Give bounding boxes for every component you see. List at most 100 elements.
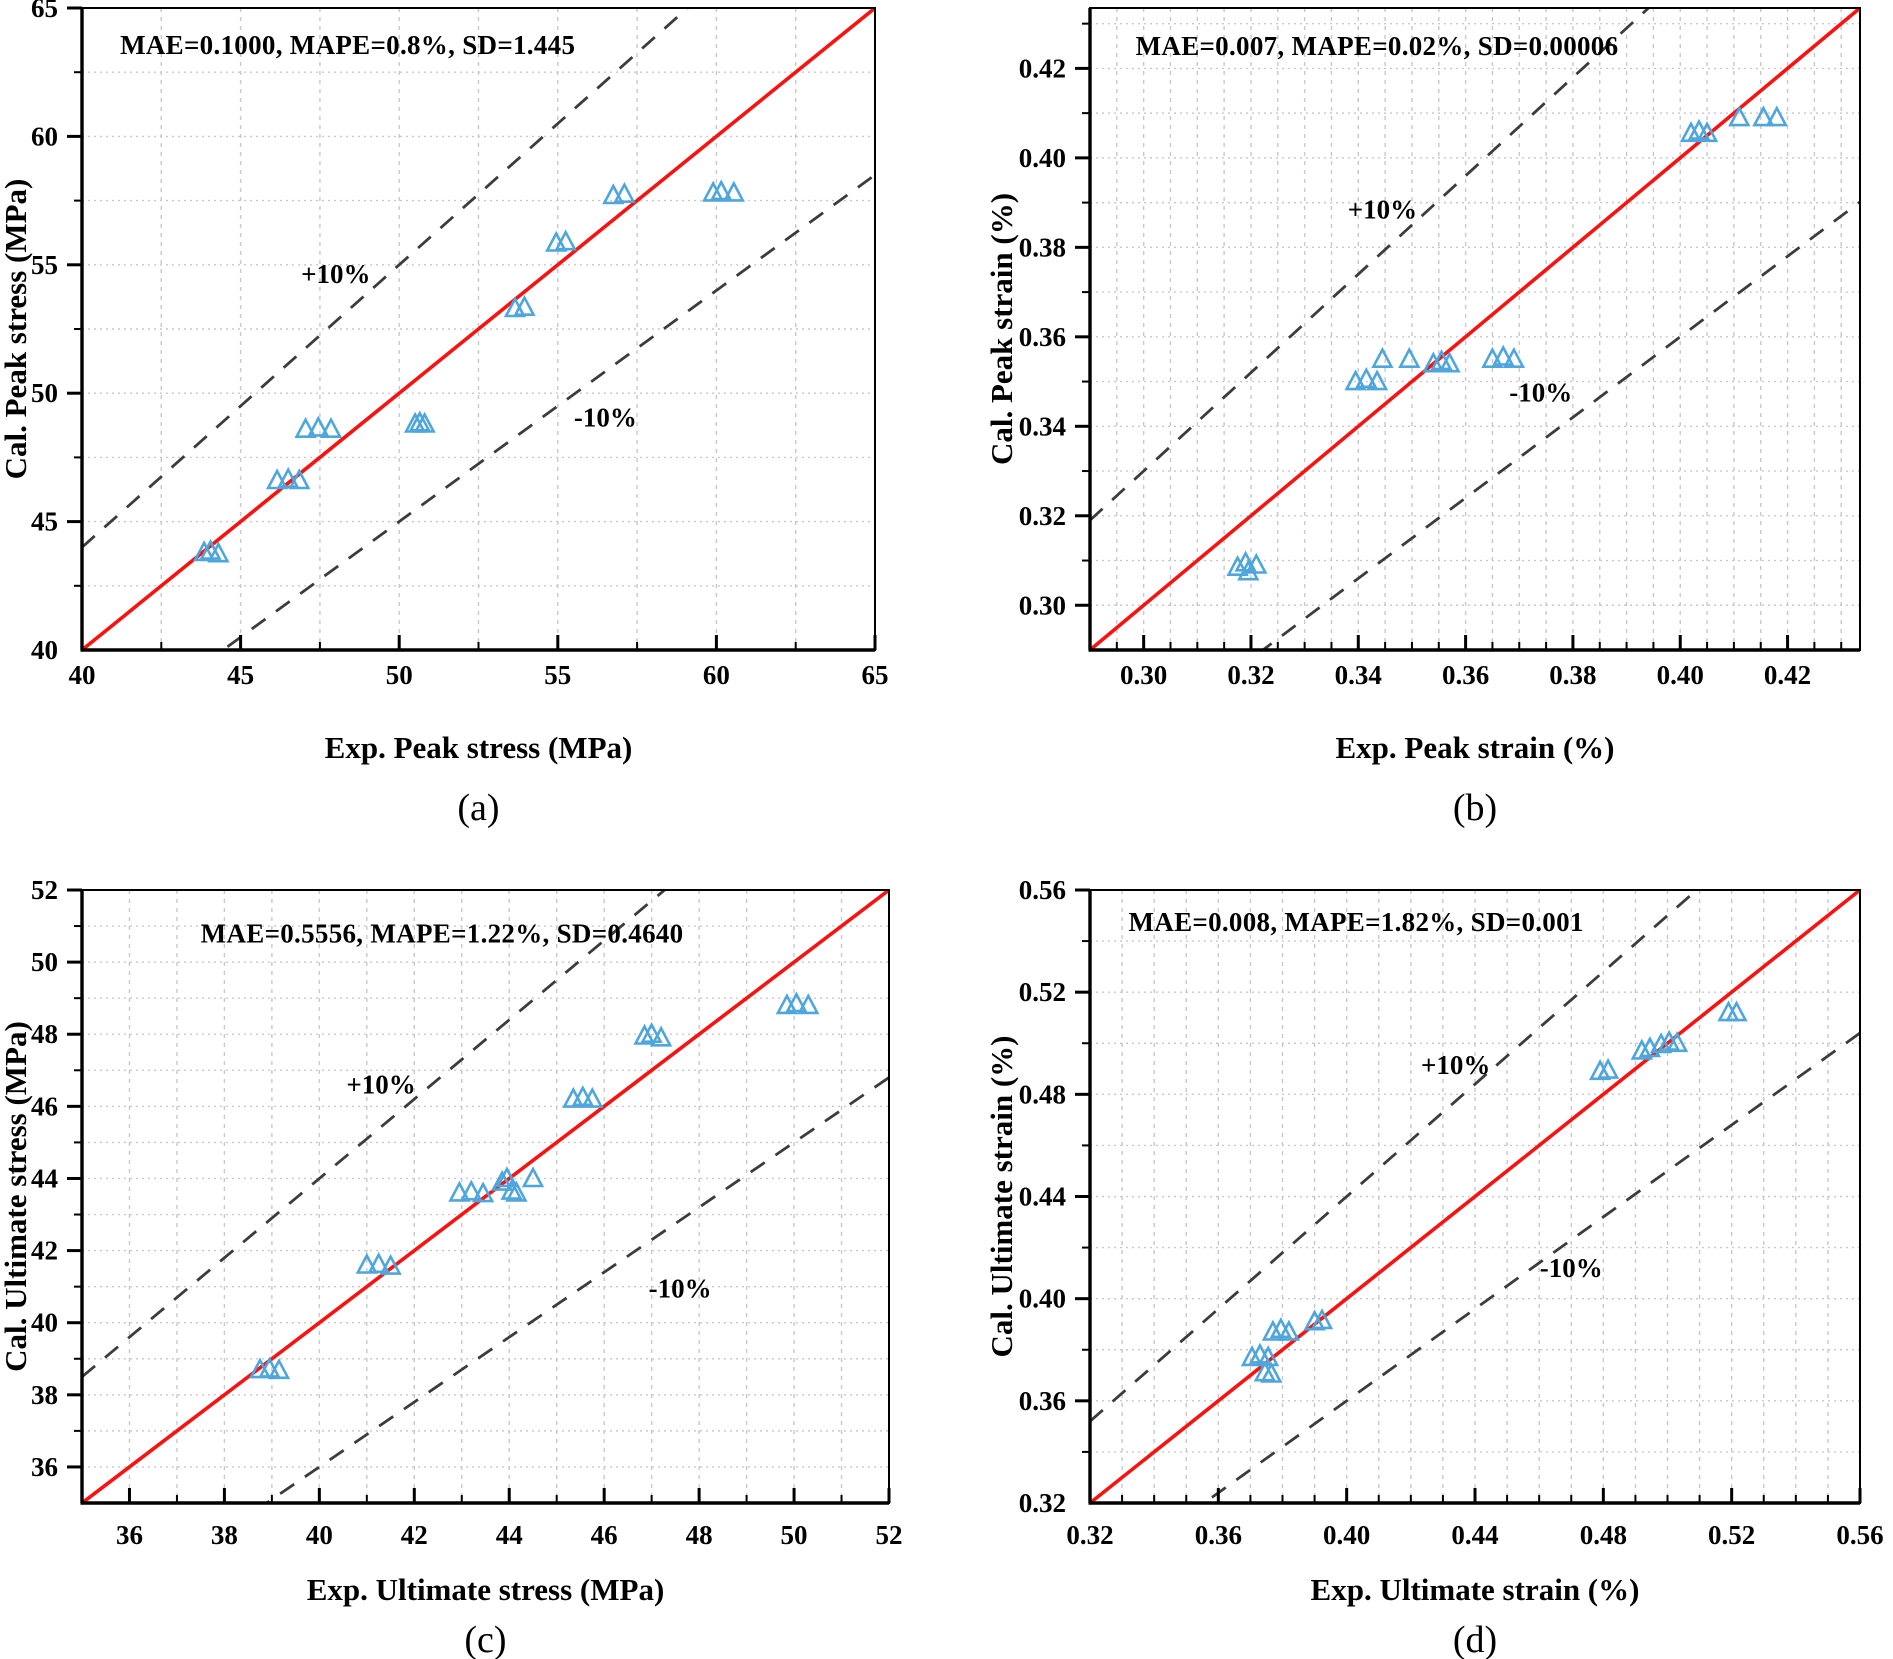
x-tick-label: 0.44 bbox=[1451, 1520, 1498, 1550]
minus-ten-percent-label: -10% bbox=[574, 403, 637, 433]
x-tick-label: 0.30 bbox=[1120, 660, 1167, 690]
tolerance-line-lower bbox=[1260, 200, 1860, 650]
y-tick-label: 0.30 bbox=[1019, 590, 1066, 620]
x-tick-label: 42 bbox=[401, 1520, 428, 1550]
tick-labels: 36 38 40 42 44 46 48 50 52 36 38 40 42 44 46 48 50 52 bbox=[31, 875, 903, 1550]
plus-ten-percent-label: +10% bbox=[1348, 194, 1417, 224]
x-axis-title: Exp. Ultimate stress (MPa) bbox=[307, 1572, 665, 1607]
panel-caption: (b) bbox=[1453, 787, 1497, 829]
data-point bbox=[1725, 1000, 1748, 1022]
data-point bbox=[307, 415, 330, 437]
data-point bbox=[710, 179, 733, 201]
stats-annotation: MAE=0.5556, MAPE=1.22%, SD=0.4640 bbox=[201, 918, 684, 948]
tick-marks bbox=[67, 6, 877, 650]
tick-labels: 0.30 0.32 0.34 0.36 0.38 0.40 0.42 0.30 0.32 0.34… bbox=[1019, 53, 1811, 690]
data-point bbox=[521, 1166, 545, 1188]
y-tick-label: 40 bbox=[31, 1308, 58, 1338]
panel-caption: (a) bbox=[457, 787, 499, 829]
minus-ten-percent-label: -10% bbox=[1509, 378, 1572, 408]
tick-marks bbox=[1075, 22, 1843, 650]
data-point bbox=[460, 1179, 483, 1201]
reference-lines bbox=[82, 8, 875, 650]
identity-line bbox=[1090, 890, 1860, 1503]
annotations: MAE=0.007, MAPE=0.02%, SD=0.00006 +10% -10… bbox=[1136, 31, 1618, 408]
data-point bbox=[277, 466, 300, 489]
x-axis-title: Exp. Peak stress (MPa) bbox=[325, 730, 633, 765]
data-point bbox=[1752, 105, 1775, 127]
y-axis-title: Cal. Peak stress (MPa) bbox=[0, 179, 33, 480]
axes-box bbox=[1088, 7, 1861, 652]
grid-lines bbox=[82, 890, 889, 1503]
data-point bbox=[1492, 344, 1515, 366]
reference-lines bbox=[1090, 8, 1860, 650]
x-tick-label: 40 bbox=[69, 660, 96, 690]
data-point bbox=[1649, 1032, 1673, 1054]
x-tick-label: 36 bbox=[116, 1520, 143, 1550]
data-point bbox=[1665, 1031, 1689, 1053]
x-tick-label: 0.32 bbox=[1227, 660, 1274, 690]
y-tick-label: 36 bbox=[31, 1452, 58, 1482]
data-point bbox=[267, 1358, 291, 1380]
data-point bbox=[1687, 118, 1711, 140]
y-tick-label: 42 bbox=[31, 1236, 58, 1266]
x-tick-label: 0.40 bbox=[1657, 660, 1704, 690]
y-axis-title: Cal. Peak strain (%) bbox=[984, 193, 1019, 465]
y-tick-label: 0.40 bbox=[1019, 1284, 1066, 1314]
y-tick-label: 0.48 bbox=[1019, 1079, 1066, 1109]
identity-line bbox=[82, 8, 875, 650]
x-tick-label: 44 bbox=[496, 1520, 523, 1550]
data-point bbox=[490, 1169, 514, 1191]
x-tick-label: 0.40 bbox=[1323, 1520, 1370, 1550]
y-tick-label: 0.36 bbox=[1019, 322, 1066, 352]
x-tick-label: 50 bbox=[386, 660, 413, 690]
annotations: MAE=0.008, MAPE=1.82%, SD=0.001 +10% -10% bbox=[1129, 907, 1603, 1283]
data-point bbox=[1245, 552, 1268, 574]
data-point bbox=[413, 411, 436, 433]
data-point bbox=[581, 1086, 604, 1108]
reference-lines bbox=[82, 890, 889, 1503]
x-axis-title: Exp. Ultimate strain (%) bbox=[1311, 1572, 1640, 1607]
y-tick-label: 0.56 bbox=[1019, 875, 1066, 905]
panel-a: 40 45 50 55 60 65 40 45 50 55 60 65 MAE=0.1000, MAPE… bbox=[0, 0, 889, 829]
data-point bbox=[1398, 346, 1421, 369]
data-point bbox=[1237, 559, 1260, 581]
tick-labels: 40 45 50 55 60 65 40 45 50 55 60 65 bbox=[31, 0, 889, 690]
x-tick-label: 46 bbox=[591, 1520, 618, 1550]
y-axis-title: Cal. Ultimate stress (MPa) bbox=[0, 1021, 33, 1372]
panel-caption: (c) bbox=[464, 1619, 506, 1659]
y-tick-label: 38 bbox=[31, 1380, 58, 1410]
plus-ten-percent-label: +10% bbox=[346, 1070, 415, 1100]
data-point bbox=[513, 294, 536, 317]
data-point bbox=[1365, 369, 1389, 391]
data-points bbox=[1240, 1000, 1748, 1383]
x-tick-label: 0.48 bbox=[1580, 1520, 1627, 1550]
data-point bbox=[1234, 550, 1257, 572]
y-tick-label: 50 bbox=[31, 947, 58, 977]
data-point bbox=[495, 1166, 519, 1188]
x-tick-label: 38 bbox=[211, 1520, 238, 1550]
y-tick-label: 60 bbox=[31, 121, 58, 151]
y-tick-label: 0.32 bbox=[1019, 1488, 1066, 1518]
data-point bbox=[1630, 1038, 1653, 1060]
data-point bbox=[448, 1180, 471, 1202]
data-points bbox=[248, 991, 820, 1380]
x-tick-label: 0.32 bbox=[1066, 1520, 1113, 1550]
data-points bbox=[192, 179, 745, 563]
data-point bbox=[471, 1181, 495, 1203]
y-tick-label: 0.36 bbox=[1019, 1386, 1066, 1416]
data-point bbox=[1256, 1345, 1280, 1367]
x-tick-label: 40 bbox=[306, 1520, 333, 1550]
tick-labels: 0.32 0.36 0.40 0.44 0.48 0.52 0.56 0.32 0.36 0.40… bbox=[1019, 875, 1884, 1550]
x-tick-label: 55 bbox=[544, 660, 571, 690]
tolerance-line-upper bbox=[82, 890, 667, 1378]
y-tick-label: 0.40 bbox=[1019, 143, 1066, 173]
y-tick-label: 0.52 bbox=[1019, 977, 1066, 1007]
data-point bbox=[1240, 1345, 1264, 1367]
data-point bbox=[633, 1023, 656, 1045]
x-tick-label: 50 bbox=[781, 1520, 808, 1550]
annotations: MAE=0.1000, MAPE=0.8%, SD=1.445 +10% -10% bbox=[120, 30, 637, 432]
y-tick-label: 0.38 bbox=[1019, 232, 1066, 262]
x-tick-label: 0.42 bbox=[1764, 660, 1811, 690]
data-point bbox=[554, 229, 577, 251]
data-point bbox=[1371, 346, 1394, 369]
